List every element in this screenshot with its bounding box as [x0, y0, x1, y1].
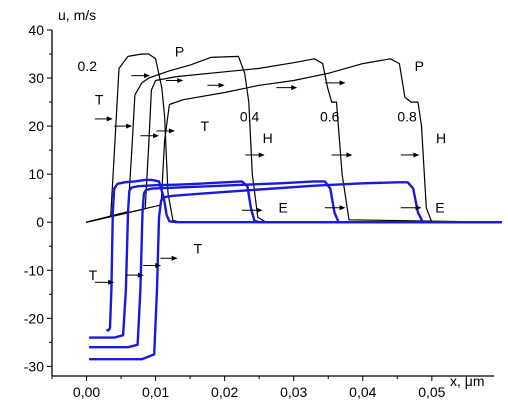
series-line-3 [85, 58, 502, 223]
arrow [276, 85, 298, 91]
annotation-label: H [263, 130, 273, 146]
series-line-5 [106, 178, 503, 332]
arrow [324, 205, 346, 211]
arrow [400, 205, 422, 211]
arrow [94, 116, 113, 122]
x-axis-title: x, μm [450, 373, 485, 389]
arrow [324, 80, 346, 86]
annotation-label: 0.4 [240, 108, 260, 124]
arrow-layer [94, 73, 422, 285]
arrow [156, 128, 175, 134]
y-ticks: -30 -20 -10 0 10 20 30 40 [24, 22, 52, 374]
x-tick-label: 0,01 [142, 384, 169, 400]
y-tick-label: 20 [28, 118, 44, 134]
annotation-label: H [436, 130, 446, 146]
x-tick-label: 0,05 [418, 384, 445, 400]
y-tick-label: -10 [24, 262, 44, 278]
arrow [245, 152, 265, 158]
annotation-label: E [435, 200, 444, 216]
x-tick-label: 0,04 [349, 384, 376, 400]
annotation-label: P [175, 43, 184, 59]
y-tick-label: 0 [36, 214, 44, 230]
series-line-8 [88, 181, 503, 361]
arrow [160, 255, 178, 261]
arrow [114, 123, 133, 129]
arrow [143, 262, 162, 268]
y-tick-label: 10 [28, 166, 44, 182]
arrow [131, 73, 151, 79]
series-line-4 [85, 58, 502, 223]
y-tick-label: 30 [28, 70, 44, 86]
arrow [140, 133, 160, 139]
arrow [165, 77, 184, 83]
x-tick-label: 0,00 [73, 384, 100, 400]
arrow [400, 152, 420, 158]
x-ticks: 0,00 0,01 0,02 0,03 0,04 0,05 [51, 376, 467, 400]
arrow [331, 152, 353, 158]
arrow [125, 272, 144, 278]
annotation-label: T [95, 91, 104, 107]
annotation-label: E [279, 200, 288, 216]
x-tick-label: 0,02 [211, 384, 238, 400]
annotation-label: T [89, 267, 98, 283]
y-axis-title: u, m/s [58, 7, 96, 23]
series-line-2 [85, 55, 502, 223]
annotation-layer: 0.2 P P T T 0.4 0.6 0.8 H H E E T T [78, 43, 447, 282]
annotation-label: 0.8 [397, 108, 417, 124]
y-tick-label: 40 [28, 22, 44, 38]
series-line-7 [88, 180, 503, 349]
annotation-label: T [200, 118, 209, 134]
x-tick-label: 0,03 [280, 384, 307, 400]
annotation-label: T [194, 240, 203, 256]
annotation-label: 0.6 [320, 108, 340, 124]
arrow [241, 207, 263, 213]
arrow [207, 82, 225, 88]
y-tick-label: -20 [24, 310, 44, 326]
annotation-label: 0.2 [78, 58, 98, 74]
series-line-1 [85, 53, 502, 223]
y-tick-label: -30 [24, 358, 44, 374]
arrow [94, 279, 115, 285]
annotation-label: P [415, 58, 424, 74]
series-layer [85, 53, 503, 361]
